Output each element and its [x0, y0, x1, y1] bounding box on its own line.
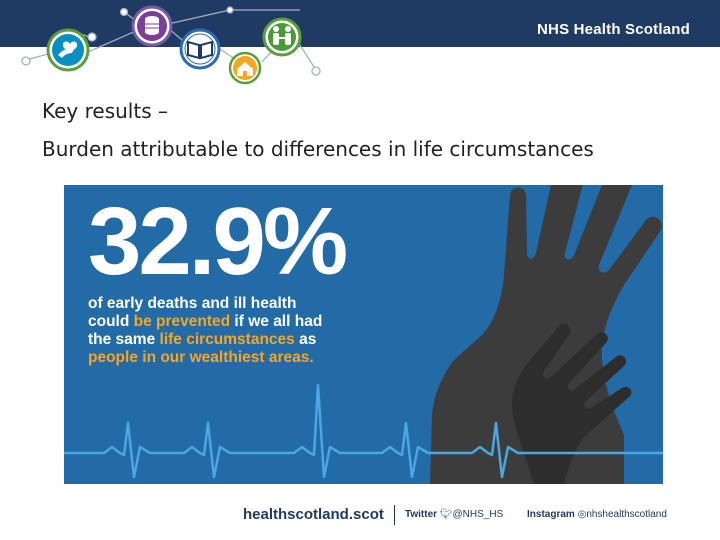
footer-divider	[394, 505, 395, 525]
message-line-4: people in our wealthiest areas.	[88, 349, 314, 366]
instagram-label: Instagram	[527, 509, 575, 520]
coins-icon	[131, 5, 173, 47]
slide-title: Key results – Burden attributable to dif…	[42, 92, 594, 168]
infographic-panel: 32.9% of early deaths and ill health cou…	[64, 185, 663, 484]
twitter-label: Twitter	[405, 509, 438, 520]
headline-statistic: 32.9%	[88, 188, 348, 295]
header-bar: NHS Health Scotland	[0, 0, 720, 47]
message-line-3: the same life circumstances as	[88, 331, 388, 349]
child-hand-shape	[512, 323, 632, 484]
book-icon	[179, 28, 221, 70]
instagram-icon: ◎	[577, 509, 587, 520]
decorative-icon-network	[21, 5, 321, 85]
instagram-handle: nhshealthscotland	[586, 509, 667, 520]
message-text: could	[88, 313, 134, 330]
highlight-text: life circumstances	[159, 331, 295, 348]
hand-holding-heart-icon	[46, 28, 90, 72]
twitter-info[interactable]: Twitter 🐦︎@NHS_HS	[405, 509, 503, 520]
website-link[interactable]: healthscotland.scot	[243, 506, 384, 523]
message-line-1: of early deaths and ill health	[88, 295, 297, 312]
twitter-bird-icon: 🐦︎	[439, 509, 453, 520]
slide-title-line-2: Burden attributable to differences in li…	[42, 137, 594, 161]
highlight-text: be prevented	[133, 313, 231, 330]
twitter-handle: @NHS_HS	[452, 509, 504, 520]
message-text: as	[294, 331, 317, 348]
footer: healthscotland.scot Twitter 🐦︎@NHS_HS In…	[0, 500, 720, 530]
heartbeat-line	[64, 383, 663, 479]
message-text: the same	[88, 331, 160, 348]
brand-name: NHS Health Scotland	[537, 21, 690, 38]
infographic-message: of early deaths and ill health could be …	[88, 295, 388, 367]
message-text: if we all had	[230, 313, 323, 330]
home-icon	[228, 51, 262, 85]
family-icon	[262, 17, 302, 57]
instagram-info[interactable]: Instagram ◎nhshealthscotland	[527, 509, 667, 520]
hands-illustration	[64, 185, 663, 484]
message-line-2: could be prevented if we all had	[88, 313, 388, 331]
slide-title-line-1: Key results –	[42, 99, 168, 123]
